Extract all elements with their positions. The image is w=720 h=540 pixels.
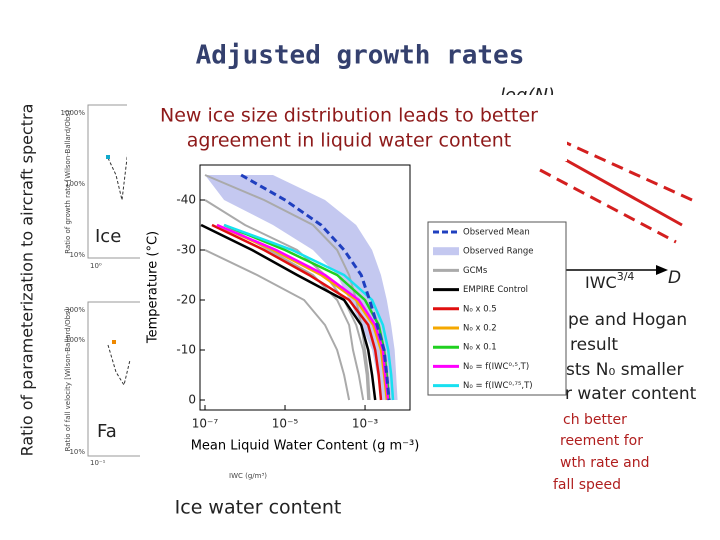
legend-label: N₀ = f(IWC⁰·⁷⁵,T)	[463, 381, 533, 391]
thumb-tick: 100%	[65, 336, 85, 344]
callout-box	[127, 95, 567, 161]
right-line: result	[570, 335, 618, 355]
thumb-tick: 100%	[65, 180, 85, 188]
slide-title: Adjusted growth rates	[196, 41, 525, 71]
d-label: D	[668, 268, 681, 288]
gcm-line	[204, 249, 351, 401]
legend-label: Observed Mean	[463, 228, 530, 238]
legend-label: N₀ x 0.5	[463, 304, 497, 314]
red-text: ch better reement for wth rate and fall …	[553, 412, 650, 493]
thumb-axis-label: Ratio of growth rate [Wilson-Ballard/Obs…	[64, 110, 72, 254]
right-line: sts N₀ smaller	[566, 360, 683, 380]
legend-swatch	[433, 247, 459, 256]
thumb-x-start: 10⁻¹	[90, 459, 106, 467]
y-axis-label: Temperature (°C)	[146, 231, 161, 344]
gcm-line	[223, 224, 365, 401]
thumb-tick: 1000%	[61, 109, 86, 117]
x-tick-label: 10⁻³	[352, 417, 379, 431]
thumb-tick: 300%	[65, 306, 85, 314]
legend-label: GCMs	[463, 266, 488, 276]
series-line	[211, 223, 383, 401]
schematic-lines	[539, 138, 693, 244]
thumb-marker	[112, 340, 116, 344]
iwc-label: IWC3/4	[585, 270, 634, 292]
red-line: fall speed	[553, 477, 621, 493]
right-line: r water content	[565, 384, 697, 404]
bottom-label: Ice water content	[175, 497, 342, 519]
legend-label: Observed Range	[463, 247, 534, 257]
legend-label: N₀ x 0.2	[463, 324, 497, 334]
thumb-line	[107, 344, 131, 387]
x-tick-label: 10⁻⁷	[192, 417, 219, 431]
red-line: ch better	[563, 412, 627, 428]
schematic-line	[559, 138, 693, 202]
axis-arrow	[656, 265, 668, 275]
ice-label: Ice	[95, 226, 121, 247]
legend-label: EMPIRE Control	[463, 285, 528, 295]
iwc-exp: 3/4	[617, 270, 635, 283]
thumb-tick: 10%	[69, 251, 85, 259]
x-axis-label: Mean Liquid Water Content (g m⁻³)	[191, 439, 420, 454]
y-tick-label: 0	[188, 393, 196, 407]
y-tick-label: -20	[176, 293, 196, 307]
legend-label: N₀ = f(IWC⁰·⁵,T)	[463, 362, 529, 372]
side-label: Ratio of parameterization to aircraft sp…	[18, 104, 37, 457]
series-line	[240, 173, 391, 401]
schematic-line	[547, 148, 683, 227]
iwc-base: IWC	[585, 273, 617, 292]
fall-label: Fa	[97, 421, 117, 442]
legend-label: N₀ x 0.1	[463, 343, 497, 353]
callout-line: agreement in liquid water content	[187, 130, 512, 152]
y-tick-label: -30	[176, 243, 196, 257]
thumb-x-start: 10⁰	[90, 262, 102, 270]
y-tick-label: -10	[176, 343, 196, 357]
thumb-tick: 10%	[69, 448, 85, 456]
right-text: pe and Hogan result sts N₀ smaller r wat…	[565, 310, 697, 404]
series-line	[200, 223, 377, 401]
series-line	[216, 223, 390, 401]
range-band	[204, 175, 398, 400]
inset-chart: -40 -30 -20 -10 0 10⁻⁷ 10⁻⁵ 10⁻³ Mean Liquid Wat…	[146, 164, 567, 454]
x-tick-label: 10⁻⁵	[272, 417, 299, 431]
thumb-x-label: IWC (g/m³)	[229, 472, 267, 480]
y-tick-label: -40	[176, 193, 196, 207]
schematic-line	[539, 168, 677, 244]
thumb-axis-label: Ratio of fall velocity [Wilson-Ballard/O…	[64, 308, 72, 451]
thumb-line	[107, 149, 129, 201]
plot-frame	[199, 164, 411, 411]
right-line: pe and Hogan	[568, 310, 687, 330]
red-line: reement for	[560, 433, 643, 449]
series-line	[223, 223, 395, 401]
red-line: wth rate and	[560, 455, 650, 471]
thumb-marker	[106, 155, 110, 159]
callout-line: New ice size distribution leads to bette…	[160, 105, 538, 127]
